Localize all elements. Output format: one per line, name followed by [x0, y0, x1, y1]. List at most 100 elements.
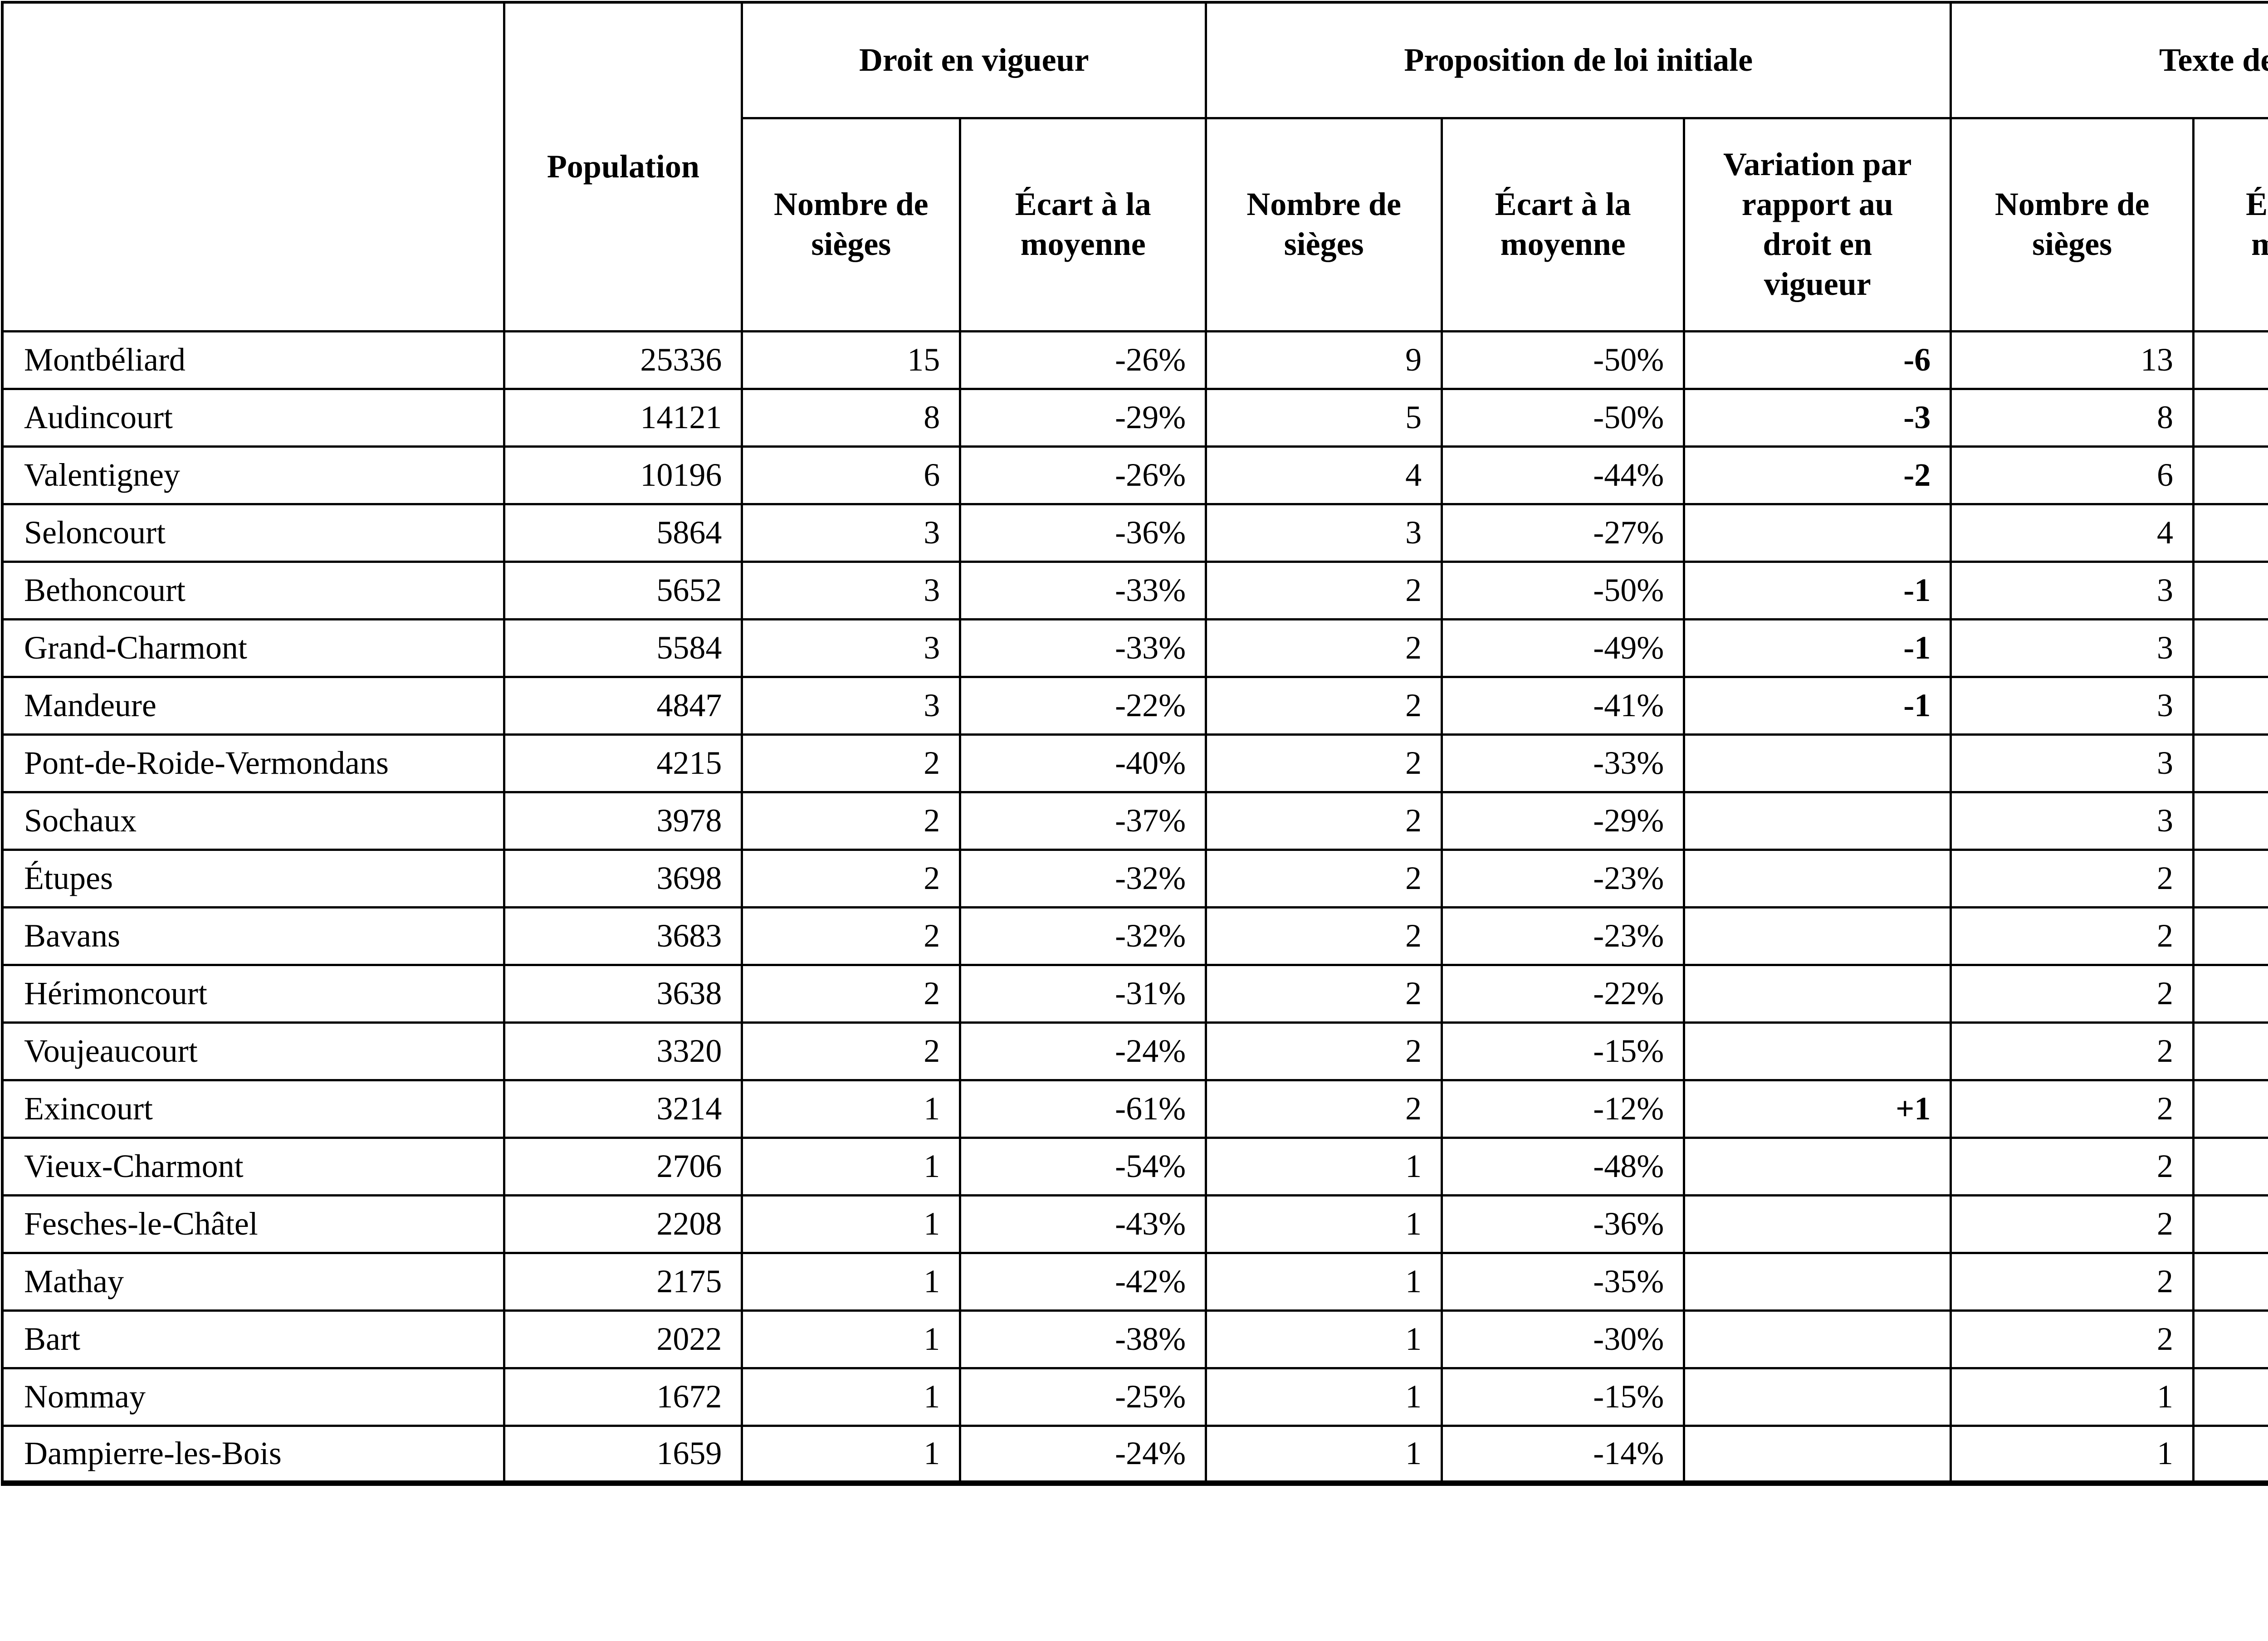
- proposition-nombre-sieges-cell: 4: [1205, 445, 1443, 505]
- commune-name-cell: Hérimoncourt: [1, 963, 506, 1024]
- droit-ecart-moyenne-cell: -40%: [959, 733, 1207, 793]
- table-header: Population Droit en vigueur Proposition …: [1, 1, 2268, 332]
- column-header-label: Variation par rapport au droit en vigueu…: [1723, 146, 1912, 302]
- proposition-nombre-sieges-cell: 2: [1205, 1021, 1443, 1081]
- droit-nombre-sieges-cell: 1: [741, 1079, 962, 1139]
- proposition-ecart-moyenne-cell: -35%: [1441, 1251, 1686, 1312]
- group-header-proposition-loi-initiale: Proposition de loi initiale: [1205, 1, 1952, 119]
- proposition-nombre-sieges-cell: 2: [1205, 791, 1443, 851]
- commission-ecart-moyenne-cell: -36%: [2192, 618, 2268, 678]
- proposition-nombre-sieges-cell: 1: [1205, 1136, 1443, 1197]
- population-cell: 5652: [503, 560, 743, 620]
- droit-nombre-sieges-cell: 1: [741, 1424, 962, 1485]
- proposition-variation-cell: [1683, 791, 1952, 851]
- proposition-nombre-sieges-cell: 2: [1205, 560, 1443, 620]
- commission-ecart-moyenne-cell: -37%: [2192, 560, 2268, 620]
- droit-nombre-sieges-cell: 1: [741, 1251, 962, 1312]
- droit-nombre-sieges-cell: 2: [741, 1021, 962, 1081]
- commission-ecart-moyenne-cell: +18%: [2192, 1309, 2268, 1369]
- proposition-ecart-moyenne-cell: -23%: [1441, 848, 1686, 908]
- proposition-nombre-sieges-cell: 2: [1205, 1079, 1443, 1139]
- commission-nombre-sieges-cell: 3: [1950, 791, 2195, 851]
- commission-ecart-moyenne-cell: -36%: [2192, 848, 2268, 908]
- droit-ecart-moyenne-cell: -26%: [959, 445, 1207, 505]
- proposition-variation-cell: [1683, 906, 1952, 966]
- commune-name: Montbéliard: [24, 342, 186, 378]
- droit-nombre-sieges-cell: 2: [741, 848, 962, 908]
- proposition-ecart-moyenne-cell: -50%: [1441, 387, 1686, 448]
- droit-nombre-sieges-cell: 2: [741, 733, 962, 793]
- population-cell: 25336: [503, 330, 743, 390]
- proposition-variation-cell: [1683, 1136, 1952, 1197]
- droit-ecart-moyenne-cell: -42%: [959, 1251, 1207, 1312]
- commission-ecart-moyenne-cell: -28%: [2192, 1424, 2268, 1485]
- proposition-variation-cell: -1: [1683, 618, 1952, 678]
- proposition-ecart-moyenne-cell: -50%: [1441, 560, 1686, 620]
- column-header-droit-ecart-moyenne: Écart à la moyenne: [959, 117, 1207, 332]
- droit-nombre-sieges-cell: 2: [741, 906, 962, 966]
- droit-nombre-sieges-cell: 1: [741, 1194, 962, 1254]
- proposition-nombre-sieges-cell: 2: [1205, 618, 1443, 678]
- commission-ecart-moyenne-cell: -29%: [2192, 1367, 2268, 1427]
- commune-name: Audincourt: [24, 399, 173, 436]
- proposition-nombre-sieges-cell: 2: [1205, 963, 1443, 1024]
- proposition-ecart-moyenne-cell: -23%: [1441, 906, 1686, 966]
- commune-name: Exincourt: [24, 1090, 153, 1127]
- proposition-nombre-sieges-cell: 1: [1205, 1424, 1443, 1485]
- table-row: Bavans 3683 2 -32% 2 -23% 2 -35%: [1, 906, 2268, 966]
- droit-ecart-moyenne-cell: -54%: [959, 1136, 1207, 1197]
- table-row: Exincourt 3214 1 -61% 2 -12% +1 2 -26% +…: [1, 1079, 2268, 1139]
- sub-header-row: Nombre de sièges Écart à la moyenne Nomb…: [2, 117, 2268, 332]
- proposition-variation-cell: [1683, 1424, 1952, 1485]
- table-row: Montbéliard 25336 15 -26% 9 -50% -6 13 -…: [1, 330, 2268, 390]
- droit-ecart-moyenne-cell: -38%: [959, 1309, 1207, 1369]
- commune-name: Sochaux: [24, 802, 137, 839]
- proposition-ecart-moyenne-cell: -49%: [1441, 618, 1686, 678]
- proposition-variation-cell: -6: [1683, 330, 1952, 390]
- table-row: Mathay 2175 1 -42% 1 -35% 2 +9% +1: [1, 1251, 2268, 1312]
- proposition-ecart-moyenne-cell: -14%: [1441, 1424, 1686, 1485]
- table-row: Hérimoncourt 3638 2 -31% 2 -22% 2 -35%: [1, 963, 2268, 1024]
- table-row: Nommay 1672 1 -25% 1 -15% 1 -29%: [1, 1367, 2268, 1427]
- proposition-ecart-moyenne-cell: -29%: [1441, 791, 1686, 851]
- proposition-variation-cell: [1683, 503, 1952, 563]
- proposition-nombre-sieges-cell: 3: [1205, 503, 1443, 563]
- commune-name-cell: Montbéliard: [1, 330, 506, 390]
- commission-nombre-sieges-cell: 2: [1950, 963, 2195, 1024]
- column-header-label: Nombre de sièges: [1246, 186, 1401, 262]
- proposition-ecart-moyenne-cell: -15%: [1441, 1021, 1686, 1081]
- commune-name-cell: Vieux-Charmont: [1, 1136, 506, 1197]
- commune-name: Bart: [24, 1321, 80, 1358]
- commune-name-cell: Voujeaucourt: [1, 1021, 506, 1081]
- group-header-texte-commission: Texte de la commission: [1950, 1, 2268, 119]
- commission-nombre-sieges-cell: 2: [1950, 1021, 2195, 1081]
- proposition-ecart-moyenne-cell: -50%: [1441, 330, 1686, 390]
- commune-name: Dampierre-les-Bois: [24, 1435, 282, 1472]
- column-header-label: Écart à la moyenne: [1495, 186, 1631, 262]
- proposition-nombre-sieges-cell: 2: [1205, 906, 1443, 966]
- droit-ecart-moyenne-cell: -25%: [959, 1367, 1207, 1427]
- droit-nombre-sieges-cell: 6: [741, 445, 962, 505]
- commission-ecart-moyenne-cell: -12%: [2192, 1136, 2268, 1197]
- population-cell: 2022: [503, 1309, 743, 1369]
- table-row: Bart 2022 1 -38% 1 -30% 2 +18% +1: [1, 1309, 2268, 1369]
- commission-ecart-moyenne-cell: -39%: [2192, 330, 2268, 390]
- table-row: Seloncourt 5864 3 -36% 3 -27% 4 -19% +1: [1, 503, 2268, 563]
- proposition-nombre-sieges-cell: 2: [1205, 675, 1443, 736]
- proposition-nombre-sieges-cell: 1: [1205, 1251, 1443, 1312]
- commission-nombre-sieges-cell: 2: [1950, 1251, 2195, 1312]
- proposition-ecart-moyenne-cell: -22%: [1441, 963, 1686, 1024]
- commission-ecart-moyenne-cell: -28%: [2192, 1021, 2268, 1081]
- commune-name: Mandeure: [24, 687, 156, 724]
- commission-nombre-sieges-cell: 3: [1950, 675, 2195, 736]
- table-body: Montbéliard 25336 15 -26% 9 -50% -6 13 -…: [1, 330, 2268, 1485]
- commune-name: Fesches-le-Châtel: [24, 1206, 258, 1242]
- population-cell: 3683: [503, 906, 743, 966]
- droit-nombre-sieges-cell: 1: [741, 1309, 962, 1369]
- proposition-variation-cell: [1683, 733, 1952, 793]
- commune-name-cell: Nommay: [1, 1367, 506, 1427]
- commune-name: Étupes: [24, 860, 113, 897]
- commission-ecart-moyenne-cell: -33%: [2192, 387, 2268, 448]
- proposition-variation-cell: [1683, 1309, 1952, 1369]
- droit-ecart-moyenne-cell: -32%: [959, 906, 1207, 966]
